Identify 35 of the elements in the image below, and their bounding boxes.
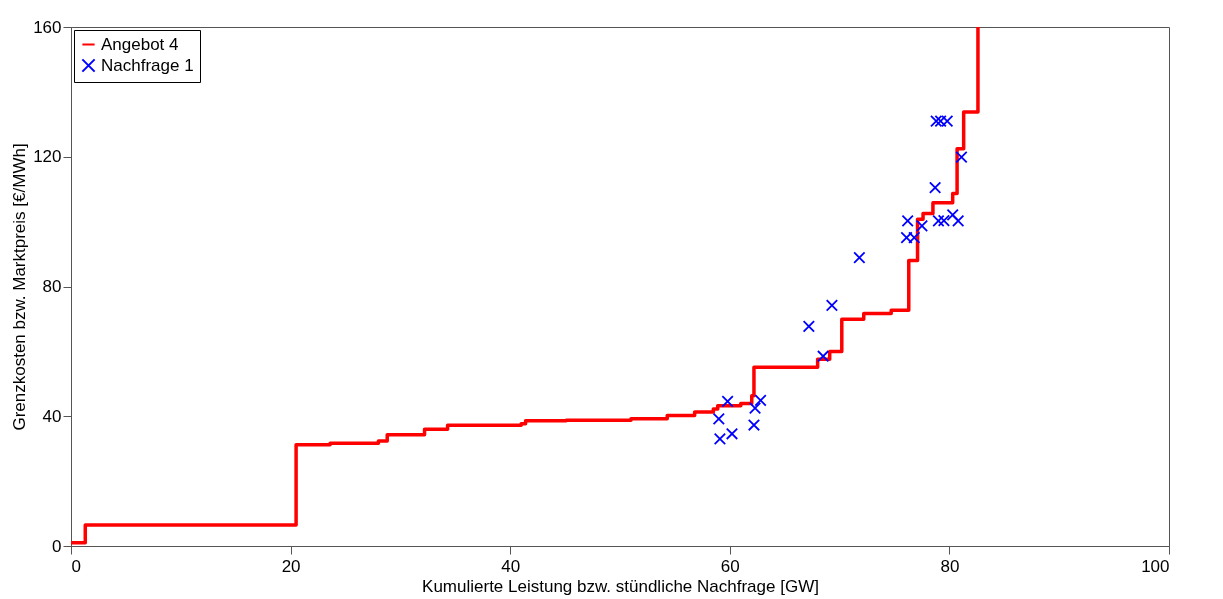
point [955,150,968,164]
point [928,181,942,194]
point [713,432,727,446]
y-axis-title: Grenzkosten bzw. Marktpreis [€/MWh] [10,143,30,431]
point [932,214,945,228]
point [952,214,965,228]
x-tick-label: 40 [501,556,521,576]
point [934,114,947,128]
point [901,214,914,228]
y-tick-label: 160 [33,17,62,37]
point [946,208,959,221]
legend-label: Angebot 4 [101,34,179,54]
x-tick-label: 0 [71,556,81,576]
point [712,412,725,425]
legend-label: Nachfrage 1 [101,55,194,75]
point [747,418,761,432]
y-tick-label: 80 [42,277,62,296]
y-tick-label: 120 [33,147,62,167]
point [937,214,951,227]
x-axis-title: Kumulierte Leistung bzw. stündliche Nachfrage [GW] [422,576,819,596]
x-tick-label: 80 [940,556,960,576]
point [816,350,830,363]
y-tick-label: 0 [52,536,62,556]
point [915,219,929,232]
x-tick-label: 60 [720,556,740,576]
point [725,427,739,440]
y-tick-label: 40 [42,406,62,426]
x-tick-label: 20 [281,556,301,576]
point [802,320,815,333]
x-tick-label: 100 [1141,556,1170,576]
point [748,402,762,415]
point [853,251,866,264]
point [825,299,839,312]
point [721,395,734,408]
point [754,394,767,407]
